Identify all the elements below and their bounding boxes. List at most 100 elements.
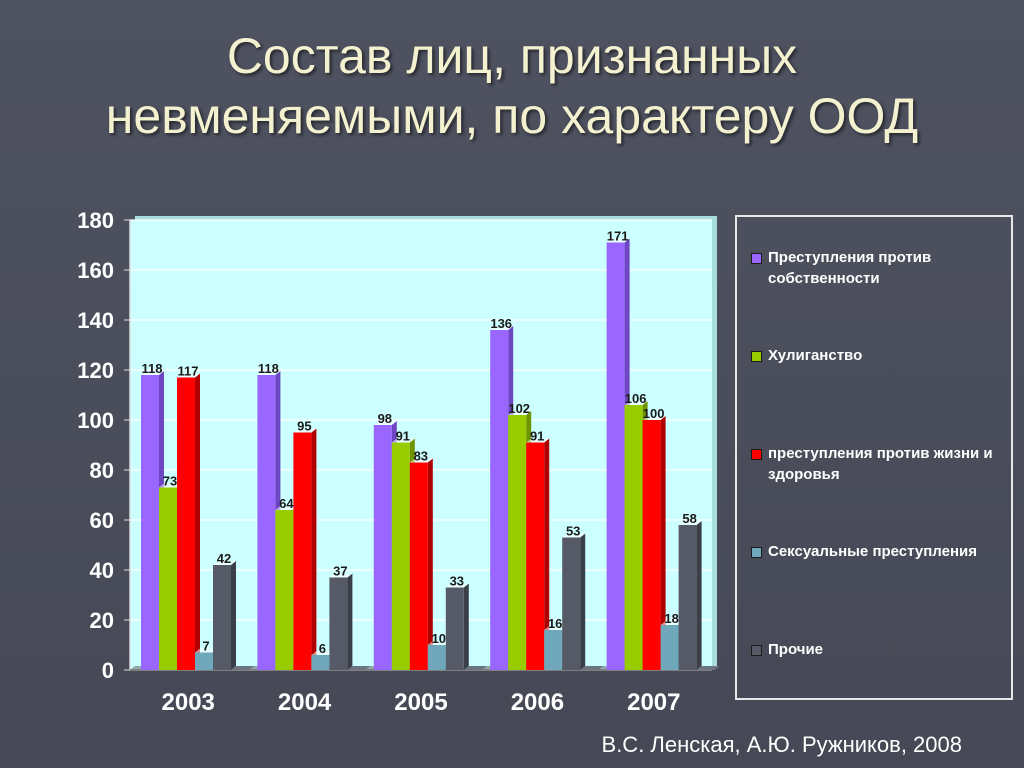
legend-label-crimes-against-life: преступления против жизни и здоровья bbox=[768, 445, 993, 483]
data-label-2007-преступления-против-собственности: 171 bbox=[607, 229, 629, 244]
slide-footer-author: В.С. Ленская, А.Ю. Ружников, 2008 bbox=[601, 732, 962, 757]
data-label-2004-преступления-против-жизни-и-здоровья: 95 bbox=[297, 419, 311, 434]
y-tick-label-80: 80 bbox=[90, 458, 114, 483]
legend-label-sexual-crimes: Сексуальные преступления bbox=[768, 543, 977, 560]
data-label-2003-прочие: 42 bbox=[217, 551, 231, 566]
bar-2003-преступления-против-жизни-и-здоровья-top bbox=[177, 373, 200, 378]
bar-2003-хулиганство-top bbox=[159, 483, 182, 488]
bar-2003-преступления-против-жизни-и-здоровья-side bbox=[195, 373, 200, 670]
bar-2006-преступления-против-жизни-и-здоровья-top bbox=[526, 438, 550, 443]
bar-gap-floor-2006 bbox=[580, 666, 604, 670]
legend-swatch-other bbox=[751, 645, 762, 656]
data-label-2007-прочие: 58 bbox=[682, 511, 696, 526]
bar-2007-преступления-против-жизни-и-здоровья bbox=[642, 416, 666, 670]
x-tick-label-2004: 2004 bbox=[278, 689, 332, 716]
bar-gap-floor-2003 bbox=[231, 666, 254, 670]
data-label-2004-сексуальные-преступления: 6 bbox=[319, 641, 326, 656]
y-tick-label-180: 180 bbox=[77, 208, 114, 233]
y-tick-label-20: 20 bbox=[90, 608, 114, 633]
slide-title-line-2: невменяемыми, по характеру ООД bbox=[105, 88, 919, 144]
bar-2006-хулиганство-top bbox=[508, 411, 532, 415]
bar-2006-прочие-top bbox=[562, 533, 586, 538]
data-label-2003-преступления-против-жизни-и-здоровья: 117 bbox=[178, 364, 199, 379]
legend-swatch-property-crimes bbox=[751, 253, 762, 264]
bar-2003-хулиганство-face bbox=[159, 487, 177, 670]
y-tick-label-120: 120 bbox=[77, 358, 114, 383]
bar-2006-сексуальные-преступления-top bbox=[544, 626, 568, 630]
bar-2003-прочие-face bbox=[213, 565, 231, 670]
bar-2004-хулиганство-top bbox=[275, 506, 299, 510]
bar-2004-преступления-против-жизни-и-здоровья-side bbox=[311, 428, 317, 670]
bar-2004-хулиганство-face bbox=[275, 510, 294, 670]
bar-2007-прочие bbox=[678, 521, 702, 670]
bar-2006-преступления-против-жизни-и-здоровья-face bbox=[526, 442, 545, 670]
x-tick-label-2007: 2007 bbox=[627, 689, 680, 716]
bar-2005-преступления-против-жизни-и-здоровья-side bbox=[427, 458, 433, 670]
y-tick-label-0: 0 bbox=[102, 658, 114, 683]
x-tick-label-2006: 2006 bbox=[511, 689, 564, 716]
bar-2004-сексуальные-преступления-face bbox=[311, 655, 330, 670]
data-label-2006-преступления-против-жизни-и-здоровья: 91 bbox=[530, 429, 544, 444]
y-tick-label-160: 160 bbox=[77, 258, 114, 283]
bar-2006-прочие-face bbox=[562, 537, 581, 670]
chart-legend: Преступления против собственности Хулига… bbox=[735, 215, 1013, 700]
data-label-2003-хулиганство: 73 bbox=[163, 474, 177, 489]
bar-2005-преступления-против-жизни-и-здоровья-face bbox=[409, 462, 428, 670]
bar-2004-прочие-top bbox=[329, 573, 353, 578]
legend-swatch-crimes-against-life bbox=[751, 449, 762, 460]
bar-gap-floor-2005 bbox=[463, 666, 487, 670]
bar-gap-floor-2007 bbox=[696, 666, 720, 670]
bar-2003-прочие-side bbox=[231, 561, 236, 670]
bar-2007-сексуальные-преступления-top bbox=[660, 621, 684, 625]
legend-swatch-hooliganism bbox=[751, 351, 762, 362]
bar-2003-прочие-top bbox=[213, 561, 236, 565]
y-tick-label-40: 40 bbox=[90, 558, 114, 583]
bar-2007-сексуальные-преступления-face bbox=[660, 625, 679, 670]
data-label-2007-хулиганство: 106 bbox=[625, 391, 647, 406]
bar-2003-сексуальные-преступления-face bbox=[195, 652, 213, 670]
bar-gap-floor-2004 bbox=[347, 666, 371, 670]
y-tick-label-60: 60 bbox=[90, 508, 114, 533]
bar-2007-преступления-против-жизни-и-здоровья-face bbox=[642, 420, 661, 670]
bar-2006-сексуальные-преступления-face bbox=[544, 630, 563, 670]
bar-2007-прочие-face bbox=[678, 525, 697, 670]
data-label-2005-прочие: 33 bbox=[450, 574, 464, 589]
data-label-2007-сексуальные-преступления: 18 bbox=[664, 611, 678, 626]
bar-2005-хулиганство-face bbox=[391, 442, 410, 670]
bar-2003-преступления-против-жизни-и-здоровья-face bbox=[177, 377, 195, 670]
bar-2005-прочие-face bbox=[445, 587, 464, 670]
data-label-2004-хулиганство: 64 bbox=[279, 496, 294, 511]
bar-2007-прочие-top bbox=[678, 521, 702, 525]
bar-2007-преступления-против-жизни-и-здоровья-side bbox=[660, 416, 666, 670]
data-label-2005-преступления-против-жизни-и-здоровья: 83 bbox=[414, 449, 428, 464]
bar-2006-преступления-против-жизни-и-здоровья-side bbox=[544, 438, 550, 670]
bar-2004-прочие-face bbox=[329, 577, 348, 670]
slide-title-line-1: Состав лиц, признанных bbox=[226, 28, 798, 84]
bar-2004-сексуальные-преступления-top bbox=[311, 651, 335, 655]
x-tick-label-2003: 2003 bbox=[162, 689, 215, 716]
bar-2005-сексуальные-преступления-face bbox=[427, 645, 446, 670]
bar-2005-преступления-против-жизни-и-здоровья bbox=[409, 458, 433, 670]
legend-label-property-crimes: Преступления против собственности bbox=[768, 249, 932, 287]
bar-2003-преступления-против-собственности-face bbox=[141, 375, 159, 670]
data-label-2004-прочие: 37 bbox=[333, 564, 347, 579]
bar-2005-преступления-против-собственности-face bbox=[373, 425, 392, 670]
bar-2004-преступления-против-жизни-и-здоровья-face bbox=[293, 432, 312, 670]
data-label-2006-преступления-против-собственности: 136 bbox=[490, 316, 512, 331]
bar-2007-прочие-side bbox=[696, 521, 702, 670]
bar-2004-преступления-против-собственности-top bbox=[257, 371, 281, 375]
bar-2007-преступления-против-собственности-face bbox=[606, 242, 625, 670]
data-label-2004-преступления-против-собственности: 118 bbox=[258, 361, 279, 376]
bar-2003-преступления-против-жизни-и-здоровья bbox=[177, 373, 200, 670]
bar-2004-прочие-side bbox=[347, 573, 353, 670]
bar-2004-прочие bbox=[329, 573, 353, 670]
x-tick-label-2005: 2005 bbox=[394, 689, 447, 716]
data-label-2005-хулиганство: 91 bbox=[396, 429, 410, 444]
bar-2005-прочие bbox=[445, 583, 469, 670]
bar-2007-хулиганство-face bbox=[624, 405, 643, 670]
data-label-2003-преступления-против-собственности: 118 bbox=[142, 361, 163, 376]
bar-2005-хулиганство-top bbox=[391, 438, 415, 443]
bar-2003-прочие bbox=[213, 561, 236, 670]
data-label-2006-сексуальные-преступления: 16 bbox=[548, 616, 562, 631]
